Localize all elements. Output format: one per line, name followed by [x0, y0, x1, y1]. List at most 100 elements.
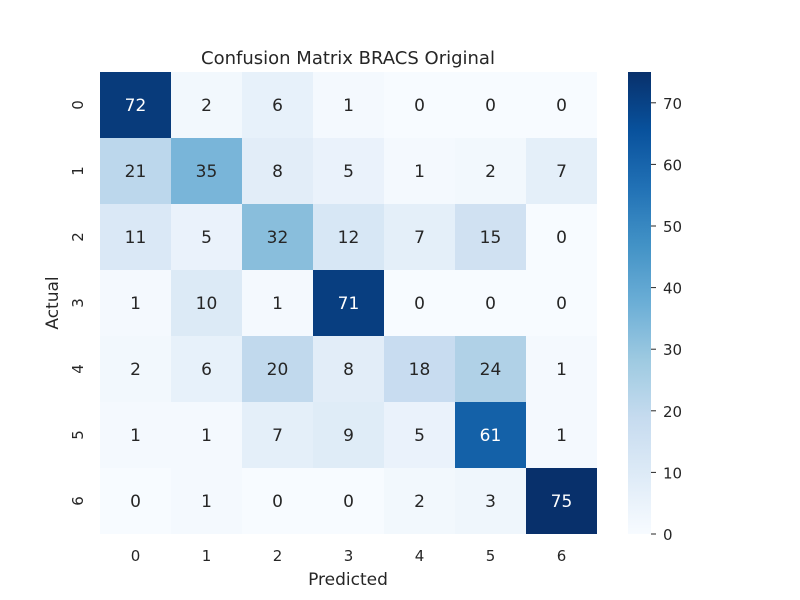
heatmap-cell	[526, 72, 597, 138]
cell-value-label: 5	[343, 162, 354, 182]
heatmap-cell	[313, 72, 384, 138]
heatmap-cell	[526, 468, 597, 534]
y-tick-label: 4	[69, 364, 87, 374]
cell-value-label: 0	[130, 492, 141, 512]
heatmap-cell	[100, 204, 171, 270]
cell-value-label: 1	[201, 426, 212, 446]
x-tick-label: 5	[486, 547, 496, 565]
heatmap-cell	[526, 138, 597, 204]
cell-value-label: 24	[480, 360, 502, 380]
cell-value-label: 8	[272, 162, 283, 182]
heatmap-cell	[242, 138, 313, 204]
cell-value-label: 1	[556, 426, 567, 446]
cell-value-label: 2	[485, 162, 496, 182]
heatmap-cell	[242, 270, 313, 336]
cell-value-label: 1	[201, 492, 212, 512]
cell-value-label: 2	[414, 492, 425, 512]
chart-title: Confusion Matrix BRACS Original	[201, 48, 495, 69]
colorbar-tick-label: 10	[663, 464, 682, 482]
heatmap-cell	[455, 270, 526, 336]
cell-value-label: 61	[480, 426, 502, 446]
heatmap-cell	[455, 72, 526, 138]
cell-value-label: 32	[267, 228, 289, 248]
cell-value-label: 5	[414, 426, 425, 446]
x-tick-label: 6	[557, 547, 567, 565]
cell-value-label: 75	[551, 492, 573, 512]
y-tick-label: 1	[69, 166, 87, 176]
colorbar-tick-label: 40	[663, 280, 682, 298]
cell-value-label: 3	[485, 492, 496, 512]
cell-value-label: 15	[480, 228, 502, 248]
heatmap-cell	[171, 402, 242, 468]
cell-value-label: 6	[272, 96, 283, 116]
heatmap-cell	[313, 468, 384, 534]
y-tick-label: 6	[69, 496, 87, 506]
cell-value-label: 1	[556, 360, 567, 380]
cell-value-label: 18	[409, 360, 431, 380]
cell-value-label: 71	[338, 294, 360, 314]
colorbar-tick-label: 30	[663, 341, 682, 359]
cell-value-label: 6	[201, 360, 212, 380]
y-tick-label: 2	[69, 232, 87, 242]
cell-value-label: 7	[272, 426, 283, 446]
heatmap-cell	[242, 468, 313, 534]
cell-value-label: 1	[130, 294, 141, 314]
heatmap-cell	[313, 402, 384, 468]
heatmap-cell	[313, 138, 384, 204]
cell-value-label: 12	[338, 228, 360, 248]
heatmap-cell	[100, 270, 171, 336]
y-axis-label: Actual	[43, 276, 63, 329]
heatmap-cell	[384, 138, 455, 204]
cell-value-label: 1	[272, 294, 283, 314]
heatmap-cell	[242, 402, 313, 468]
cell-value-label: 7	[556, 162, 567, 182]
cell-value-label: 0	[485, 96, 496, 116]
heatmap-cell	[384, 270, 455, 336]
cell-value-label: 0	[556, 294, 567, 314]
cell-value-label: 1	[343, 96, 354, 116]
colorbar-tick-label: 50	[663, 218, 682, 236]
heatmap-cell	[384, 402, 455, 468]
heatmap-cell	[455, 204, 526, 270]
heatmap-cell	[171, 270, 242, 336]
heatmap-cell	[455, 138, 526, 204]
heatmap-cell	[242, 204, 313, 270]
cell-value-label: 72	[125, 96, 147, 116]
cell-value-label: 21	[125, 162, 147, 182]
cell-value-label: 10	[196, 294, 218, 314]
cell-value-label: 1	[130, 426, 141, 446]
cell-value-label: 2	[130, 360, 141, 380]
colorbar-tick-label: 20	[663, 403, 682, 421]
heatmap-cell	[455, 336, 526, 402]
cell-value-label: 0	[272, 492, 283, 512]
heatmap-cell	[100, 402, 171, 468]
cell-value-label: 2	[201, 96, 212, 116]
y-axis-ticks: 0 1 2 3 4 5 6	[69, 100, 87, 506]
y-tick-label: 3	[69, 298, 87, 308]
heatmap-cell	[526, 204, 597, 270]
heatmap-cell	[384, 468, 455, 534]
heatmap-cell	[242, 72, 313, 138]
heatmap-cell	[100, 336, 171, 402]
heatmap-cell	[384, 336, 455, 402]
cell-value-label: 0	[343, 492, 354, 512]
cell-value-label: 7	[414, 228, 425, 248]
heatmap-cell	[384, 204, 455, 270]
heatmap-cell	[313, 336, 384, 402]
x-tick-label: 2	[273, 547, 283, 565]
y-tick-label: 0	[69, 100, 87, 110]
heatmap-cell	[242, 336, 313, 402]
colorbar-tick-label: 0	[663, 526, 673, 544]
heatmap-cell	[455, 468, 526, 534]
heatmap-cell	[384, 72, 455, 138]
cell-value-label: 0	[485, 294, 496, 314]
heatmap-cell	[313, 270, 384, 336]
heatmap-cell	[526, 336, 597, 402]
cell-value-label: 0	[556, 228, 567, 248]
colorbar	[628, 72, 651, 534]
heatmap-cell	[526, 402, 597, 468]
heatmap-cell	[526, 270, 597, 336]
heatmap-cell	[171, 138, 242, 204]
cell-value-label: 9	[343, 426, 354, 446]
